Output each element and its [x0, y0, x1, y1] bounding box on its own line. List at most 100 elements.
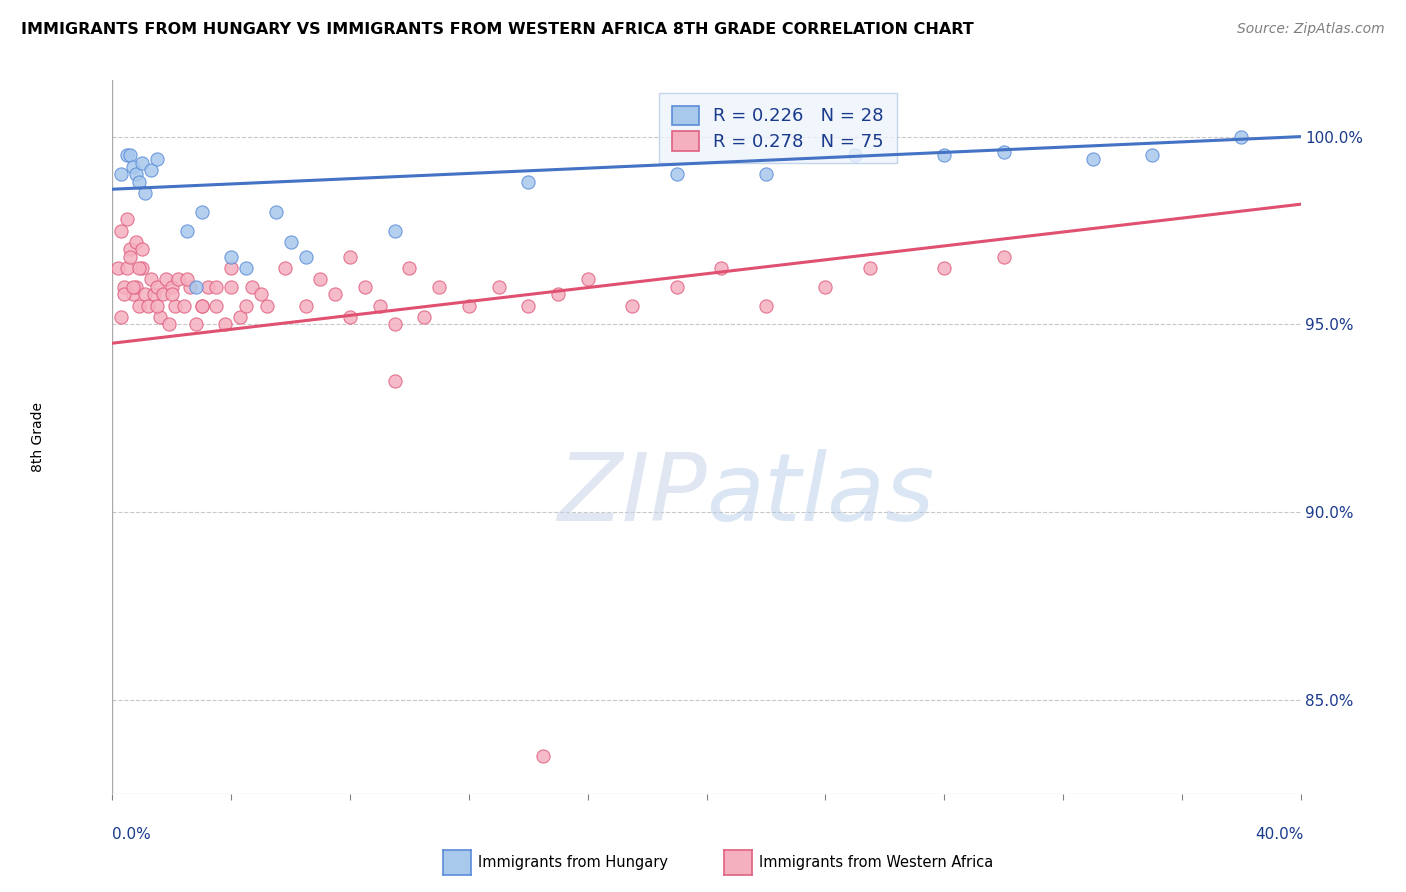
Point: [160, 287, 183, 301]
Text: Immigrants from Hungary: Immigrants from Hungary: [478, 855, 668, 870]
Point: [125, 235, 148, 249]
Point: [131, 261, 153, 276]
Point: [117, 261, 139, 276]
Point: [413, 310, 436, 324]
Point: [110, 167, 132, 181]
Point: [323, 287, 346, 301]
Point: [122, 287, 145, 301]
Point: [665, 280, 688, 294]
Point: [163, 299, 186, 313]
Point: [240, 280, 263, 294]
Point: [235, 299, 257, 313]
Point: [814, 280, 837, 294]
Point: [184, 280, 207, 294]
Point: [427, 280, 450, 294]
Point: [205, 299, 228, 313]
Point: [136, 299, 159, 313]
Point: [157, 318, 180, 332]
Point: [368, 299, 391, 313]
Point: [934, 148, 956, 162]
Text: ZIP: ZIP: [557, 449, 707, 540]
Point: [250, 287, 273, 301]
Point: [384, 374, 406, 388]
Point: [131, 156, 153, 170]
Point: [205, 280, 228, 294]
Text: Immigrants from Western Africa: Immigrants from Western Africa: [759, 855, 994, 870]
Point: [458, 299, 481, 313]
Point: [117, 148, 139, 162]
Point: [128, 175, 150, 189]
Point: [146, 280, 169, 294]
Point: [235, 261, 257, 276]
Point: [517, 299, 540, 313]
Text: 0.0%: 0.0%: [112, 827, 152, 841]
Point: [120, 250, 142, 264]
Point: [117, 212, 139, 227]
Point: [1140, 148, 1163, 162]
Point: [190, 299, 212, 313]
Text: atlas: atlas: [707, 449, 935, 540]
Point: [122, 160, 145, 174]
Point: [125, 280, 148, 294]
Text: 8th Grade: 8th Grade: [31, 402, 45, 472]
Point: [197, 280, 219, 294]
Point: [219, 250, 243, 264]
Point: [134, 186, 156, 200]
Point: [1081, 152, 1104, 166]
Point: [131, 242, 153, 256]
Point: [176, 223, 198, 237]
Point: [155, 272, 177, 286]
Point: [294, 299, 316, 313]
Point: [110, 223, 132, 237]
Point: [120, 148, 142, 162]
Point: [149, 310, 172, 324]
Text: Source: ZipAtlas.com: Source: ZipAtlas.com: [1237, 22, 1385, 37]
Point: [125, 167, 148, 181]
Point: [755, 167, 778, 181]
Point: [384, 318, 406, 332]
Point: [139, 163, 162, 178]
Point: [384, 223, 406, 237]
Point: [859, 261, 882, 276]
Point: [120, 242, 142, 256]
Point: [621, 299, 644, 313]
Point: [354, 280, 377, 294]
Point: [173, 299, 195, 313]
Point: [993, 250, 1015, 264]
Point: [531, 749, 554, 764]
Point: [665, 167, 688, 181]
Point: [398, 261, 420, 276]
Point: [339, 310, 361, 324]
Text: IMMIGRANTS FROM HUNGARY VS IMMIGRANTS FROM WESTERN AFRICA 8TH GRADE CORRELATION : IMMIGRANTS FROM HUNGARY VS IMMIGRANTS FR…: [21, 22, 974, 37]
Point: [1230, 129, 1253, 144]
Point: [755, 299, 778, 313]
Point: [112, 280, 135, 294]
Point: [146, 152, 169, 166]
Point: [146, 299, 169, 313]
Point: [280, 235, 302, 249]
Point: [256, 299, 278, 313]
Point: [134, 287, 156, 301]
Point: [264, 204, 287, 219]
Point: [160, 280, 183, 294]
Point: [128, 299, 150, 313]
Point: [176, 272, 198, 286]
Point: [488, 280, 510, 294]
Point: [122, 280, 145, 294]
Point: [107, 261, 129, 276]
Point: [576, 272, 599, 286]
Point: [229, 310, 252, 324]
Point: [179, 280, 201, 294]
Point: [190, 204, 212, 219]
Point: [152, 287, 174, 301]
Point: [309, 272, 332, 286]
Point: [274, 261, 297, 276]
Point: [710, 261, 733, 276]
Point: [190, 299, 212, 313]
Point: [844, 148, 866, 162]
Point: [934, 261, 956, 276]
Legend: R = 0.226   N = 28, R = 0.278   N = 75: R = 0.226 N = 28, R = 0.278 N = 75: [659, 93, 897, 163]
Point: [139, 272, 162, 286]
Point: [517, 175, 540, 189]
Point: [128, 261, 150, 276]
